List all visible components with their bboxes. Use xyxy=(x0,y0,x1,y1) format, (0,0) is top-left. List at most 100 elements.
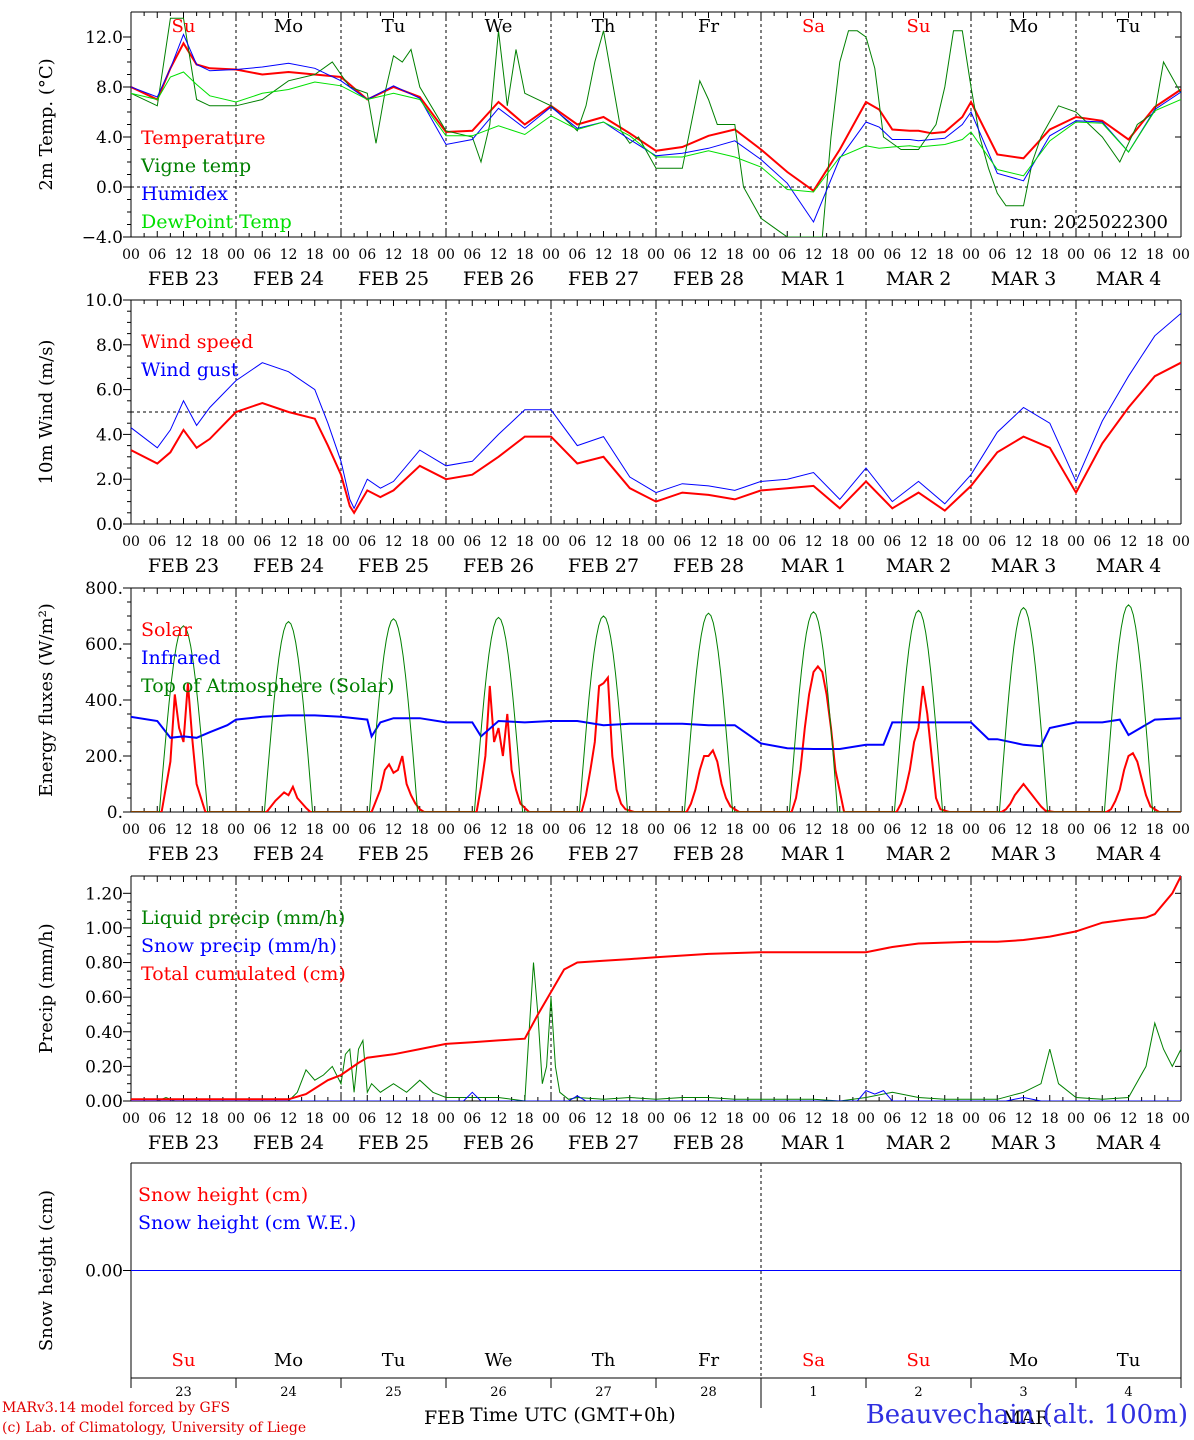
weekday-label: Mo xyxy=(274,16,303,37)
date-label: FEB 27 xyxy=(568,268,639,290)
hour-tick-label: 18 xyxy=(306,534,324,550)
legend-entry: Liquid precip (mm/h) xyxy=(141,907,345,929)
date-label: FEB 23 xyxy=(148,1132,219,1154)
date-label: FEB 24 xyxy=(253,1132,324,1154)
hour-tick-label: 06 xyxy=(1093,822,1111,838)
date-label: FEB 27 xyxy=(568,843,639,865)
weekday-label: Fr xyxy=(698,1350,719,1371)
hour-tick-label: 00 xyxy=(437,247,455,263)
hour-tick-label: 00 xyxy=(1172,247,1190,263)
hour-tick-label: 06 xyxy=(148,1111,166,1127)
station-name: Beauvechain (alt. 100m) xyxy=(865,1400,1188,1430)
hour-tick-label: 18 xyxy=(621,1111,639,1127)
hour-tick-label: 00 xyxy=(857,822,875,838)
hour-tick-label: 18 xyxy=(306,247,324,263)
series-line-temperature xyxy=(131,41,1181,193)
date-label: FEB 23 xyxy=(148,555,219,577)
date-label: MAR 4 xyxy=(1096,268,1162,290)
credit-line-1: MARv3.14 model forced by GFS xyxy=(2,1400,231,1416)
panel-1-ytick-label: 2.0 xyxy=(96,470,123,490)
hour-tick-label: 12 xyxy=(1015,1111,1033,1127)
hour-tick-label: 06 xyxy=(148,822,166,838)
weekday-label: We xyxy=(485,1350,513,1371)
hour-tick-label: 06 xyxy=(148,534,166,550)
date-label: FEB 28 xyxy=(673,555,744,577)
hour-tick-label: 06 xyxy=(253,247,271,263)
date-label: FEB 25 xyxy=(358,555,429,577)
hour-tick-label: 18 xyxy=(1146,534,1164,550)
date-label: FEB 26 xyxy=(463,555,534,577)
weekday-label: We xyxy=(485,16,513,37)
legend-entry: Temperature xyxy=(141,127,265,149)
series-line-liquid-precip-mm-h- xyxy=(131,962,1181,1101)
hour-tick-label: 18 xyxy=(831,247,849,263)
hour-tick-label: 00 xyxy=(962,822,980,838)
legend-entry: Vigne temp xyxy=(140,155,251,177)
hour-tick-label: 12 xyxy=(280,247,298,263)
legend-entry: DewPoint Temp xyxy=(141,211,292,233)
hour-tick-label: 12 xyxy=(910,534,928,550)
date-label: FEB 25 xyxy=(358,843,429,865)
hour-tick-label: 18 xyxy=(1146,247,1164,263)
series-line-dewpoint-temp xyxy=(131,71,1181,193)
panel-0-ylabel: 2m Temp. (°C) xyxy=(36,58,57,190)
weekday-label: Mo xyxy=(1009,1350,1038,1371)
hour-tick-label: 00 xyxy=(647,247,665,263)
hour-tick-label: 00 xyxy=(122,534,140,550)
hour-tick-label: 06 xyxy=(988,822,1006,838)
hour-tick-label: 00 xyxy=(332,1111,350,1127)
hour-tick-label: 12 xyxy=(490,247,508,263)
hour-tick-label: 18 xyxy=(726,247,744,263)
day-number-label: 28 xyxy=(700,1385,717,1400)
date-label: FEB 27 xyxy=(568,555,639,577)
hour-tick-label: 00 xyxy=(122,247,140,263)
hour-tick-label: 12 xyxy=(175,534,193,550)
hour-tick-label: 06 xyxy=(568,822,586,838)
panel-3-ytick-label: 0.40 xyxy=(85,1023,123,1043)
panel-3-ytick-label: 0.20 xyxy=(85,1057,123,1077)
series-line-snow-precip-mm-h- xyxy=(131,1090,1181,1101)
hour-tick-label: 12 xyxy=(595,247,613,263)
hour-tick-label: 00 xyxy=(332,247,350,263)
series-line-total-cumulated-cm- xyxy=(131,876,1181,1101)
weekday-label: Mo xyxy=(274,1350,303,1371)
weekday-label: Tu xyxy=(382,1350,406,1371)
run-label: run: 2025022300 xyxy=(1010,212,1168,233)
legend-entry: Infrared xyxy=(141,647,221,669)
hour-tick-label: 00 xyxy=(1172,534,1190,550)
hour-tick-label: 00 xyxy=(647,534,665,550)
hour-tick-label: 00 xyxy=(752,534,770,550)
x-axis-title: Time UTC (GMT+0h) xyxy=(470,1404,676,1426)
panel-1-ylabel: 10m Wind (m/s) xyxy=(36,340,57,485)
hour-tick-label: 18 xyxy=(411,822,429,838)
hour-tick-label: 12 xyxy=(175,822,193,838)
hour-tick-label: 00 xyxy=(332,534,350,550)
hour-tick-label: 12 xyxy=(385,534,403,550)
hour-tick-label: 12 xyxy=(1120,822,1138,838)
hour-tick-label: 00 xyxy=(1067,822,1085,838)
panel-4-ytick-label: 0.00 xyxy=(85,1262,123,1282)
hour-tick-label: 06 xyxy=(883,247,901,263)
date-label: MAR 2 xyxy=(886,1132,952,1154)
hour-tick-label: 06 xyxy=(1093,534,1111,550)
hour-tick-label: 12 xyxy=(1120,534,1138,550)
weekday-label: Th xyxy=(592,1350,616,1371)
panel-4-ylabel: Snow height (cm) xyxy=(36,1190,57,1351)
hour-tick-label: 12 xyxy=(805,822,823,838)
panel-3-ytick-label: 0.00 xyxy=(85,1092,123,1112)
hour-tick-label: 06 xyxy=(463,534,481,550)
hour-tick-label: 06 xyxy=(1093,1111,1111,1127)
weekday-label: Mo xyxy=(1009,16,1038,37)
hour-tick-label: 18 xyxy=(201,822,219,838)
date-label: FEB 23 xyxy=(148,843,219,865)
hour-tick-label: 18 xyxy=(411,247,429,263)
legend-entry: Humidex xyxy=(141,183,228,205)
hour-tick-label: 12 xyxy=(700,1111,718,1127)
date-label: MAR 2 xyxy=(886,268,952,290)
hour-tick-label: 18 xyxy=(306,1111,324,1127)
hour-tick-label: 06 xyxy=(883,1111,901,1127)
hour-tick-label: 00 xyxy=(752,1111,770,1127)
legend-entry: Wind gust xyxy=(141,359,239,381)
hour-tick-label: 00 xyxy=(962,534,980,550)
